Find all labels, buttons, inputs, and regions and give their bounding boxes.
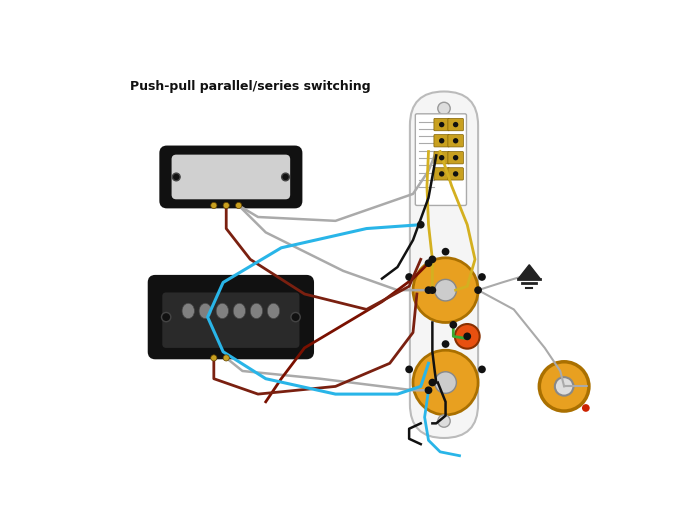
FancyBboxPatch shape bbox=[448, 134, 463, 147]
Circle shape bbox=[435, 279, 456, 301]
FancyBboxPatch shape bbox=[149, 276, 313, 358]
Circle shape bbox=[442, 248, 449, 256]
Text: Push-pull parallel/series switching: Push-pull parallel/series switching bbox=[130, 80, 371, 93]
Circle shape bbox=[555, 377, 573, 396]
Circle shape bbox=[413, 350, 478, 415]
Circle shape bbox=[162, 312, 171, 322]
Circle shape bbox=[417, 221, 425, 228]
Circle shape bbox=[425, 286, 433, 294]
Circle shape bbox=[539, 362, 589, 411]
Circle shape bbox=[428, 256, 436, 263]
FancyBboxPatch shape bbox=[162, 292, 300, 348]
Circle shape bbox=[223, 355, 230, 361]
FancyBboxPatch shape bbox=[448, 152, 463, 164]
FancyBboxPatch shape bbox=[434, 167, 449, 180]
Ellipse shape bbox=[216, 303, 228, 319]
Circle shape bbox=[211, 202, 217, 208]
Circle shape bbox=[405, 273, 413, 281]
FancyBboxPatch shape bbox=[434, 119, 449, 131]
Circle shape bbox=[449, 321, 457, 329]
Circle shape bbox=[453, 122, 459, 127]
FancyBboxPatch shape bbox=[172, 155, 290, 200]
Circle shape bbox=[463, 332, 471, 340]
FancyBboxPatch shape bbox=[448, 167, 463, 180]
Circle shape bbox=[223, 202, 230, 208]
Circle shape bbox=[413, 258, 478, 322]
Circle shape bbox=[439, 171, 444, 176]
FancyBboxPatch shape bbox=[161, 147, 301, 207]
Circle shape bbox=[474, 286, 482, 294]
Circle shape bbox=[582, 404, 589, 412]
Circle shape bbox=[453, 155, 459, 161]
FancyBboxPatch shape bbox=[415, 114, 466, 205]
Circle shape bbox=[428, 286, 436, 294]
Circle shape bbox=[281, 173, 289, 181]
Circle shape bbox=[478, 273, 486, 281]
Circle shape bbox=[478, 365, 486, 373]
Circle shape bbox=[435, 372, 456, 393]
Circle shape bbox=[442, 340, 449, 348]
Ellipse shape bbox=[267, 303, 280, 319]
Circle shape bbox=[405, 365, 413, 373]
Circle shape bbox=[425, 259, 433, 267]
Ellipse shape bbox=[199, 303, 211, 319]
Circle shape bbox=[438, 102, 450, 114]
Circle shape bbox=[291, 312, 300, 322]
Polygon shape bbox=[519, 265, 540, 279]
Circle shape bbox=[438, 415, 450, 427]
Circle shape bbox=[439, 155, 444, 161]
Circle shape bbox=[172, 173, 180, 181]
Circle shape bbox=[439, 138, 444, 143]
FancyBboxPatch shape bbox=[410, 91, 478, 438]
Ellipse shape bbox=[233, 303, 246, 319]
FancyBboxPatch shape bbox=[448, 119, 463, 131]
Circle shape bbox=[453, 171, 459, 176]
Circle shape bbox=[211, 355, 217, 361]
FancyBboxPatch shape bbox=[434, 134, 449, 147]
FancyBboxPatch shape bbox=[434, 152, 449, 164]
Circle shape bbox=[455, 324, 480, 349]
Circle shape bbox=[425, 386, 433, 394]
Circle shape bbox=[235, 202, 241, 208]
Ellipse shape bbox=[251, 303, 262, 319]
Circle shape bbox=[439, 122, 444, 127]
Circle shape bbox=[428, 379, 436, 386]
Circle shape bbox=[453, 138, 459, 143]
Ellipse shape bbox=[182, 303, 195, 319]
